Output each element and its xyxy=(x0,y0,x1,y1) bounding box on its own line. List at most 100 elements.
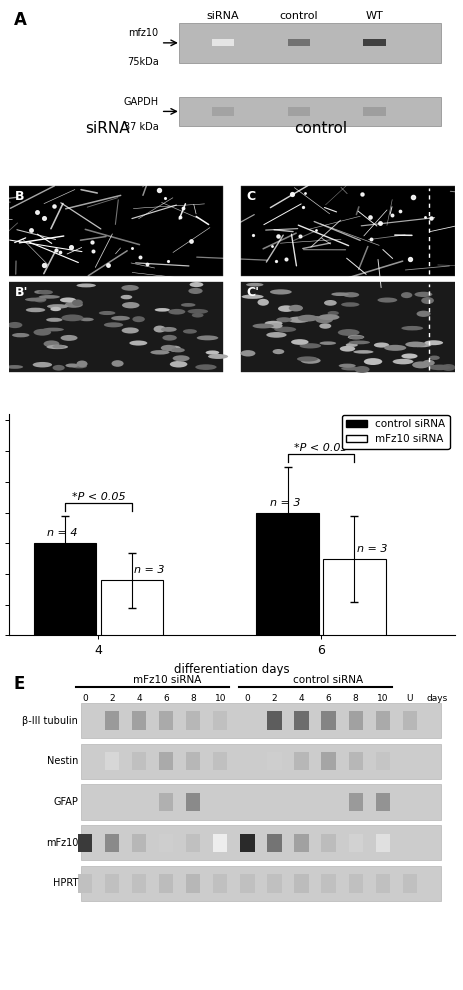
Ellipse shape xyxy=(207,354,228,359)
Ellipse shape xyxy=(296,356,317,361)
Bar xyxy=(105,752,119,770)
Text: 0: 0 xyxy=(82,694,88,703)
Ellipse shape xyxy=(272,349,284,354)
Ellipse shape xyxy=(26,308,45,312)
Text: 4: 4 xyxy=(298,694,304,703)
Text: HPRT: HPRT xyxy=(53,878,78,888)
Ellipse shape xyxy=(337,329,359,336)
Bar xyxy=(132,874,146,893)
Text: siRNA: siRNA xyxy=(85,122,129,137)
Ellipse shape xyxy=(275,317,291,323)
Ellipse shape xyxy=(188,288,202,294)
Ellipse shape xyxy=(187,309,208,314)
Ellipse shape xyxy=(290,340,308,345)
Bar xyxy=(159,793,173,811)
Ellipse shape xyxy=(32,362,52,367)
Ellipse shape xyxy=(354,366,369,373)
Bar xyxy=(81,703,440,739)
Ellipse shape xyxy=(400,292,412,298)
Bar xyxy=(267,834,281,852)
Bar xyxy=(321,712,335,730)
Ellipse shape xyxy=(241,294,263,299)
Ellipse shape xyxy=(257,299,269,306)
Text: n = 3: n = 3 xyxy=(356,544,387,553)
Ellipse shape xyxy=(377,298,396,303)
Bar xyxy=(9,186,223,276)
Ellipse shape xyxy=(205,350,219,354)
Bar xyxy=(186,874,200,893)
Text: GAPDH: GAPDH xyxy=(123,97,158,108)
Bar xyxy=(240,874,254,893)
Ellipse shape xyxy=(269,289,291,295)
Ellipse shape xyxy=(420,297,433,304)
Ellipse shape xyxy=(129,341,147,346)
Bar xyxy=(9,282,223,372)
Ellipse shape xyxy=(47,304,68,309)
Bar xyxy=(256,513,318,636)
X-axis label: differentiation days: differentiation days xyxy=(174,663,289,676)
Bar xyxy=(240,282,454,372)
Ellipse shape xyxy=(288,305,302,312)
Ellipse shape xyxy=(416,311,430,317)
Ellipse shape xyxy=(71,364,87,368)
Ellipse shape xyxy=(154,308,169,312)
Ellipse shape xyxy=(38,290,53,295)
Bar xyxy=(267,752,281,770)
Bar xyxy=(348,793,362,811)
Text: B: B xyxy=(15,190,24,203)
Bar xyxy=(105,712,119,730)
Text: 75kDa: 75kDa xyxy=(126,57,158,67)
Bar xyxy=(375,874,389,893)
Ellipse shape xyxy=(60,297,76,303)
Bar xyxy=(186,834,200,852)
Bar xyxy=(34,544,96,636)
Bar xyxy=(267,712,281,730)
Text: 8: 8 xyxy=(190,694,196,703)
Bar xyxy=(375,752,389,770)
Bar xyxy=(105,834,119,852)
Text: E: E xyxy=(14,675,25,693)
Text: 2: 2 xyxy=(271,694,277,703)
Text: 2: 2 xyxy=(109,694,115,703)
Text: GFAP: GFAP xyxy=(53,797,78,807)
Ellipse shape xyxy=(169,346,181,352)
Ellipse shape xyxy=(427,364,450,370)
Ellipse shape xyxy=(424,341,442,346)
Text: 37 kDa: 37 kDa xyxy=(124,122,158,132)
Ellipse shape xyxy=(252,324,273,329)
Bar xyxy=(402,874,416,893)
Bar xyxy=(240,282,454,372)
Bar xyxy=(132,712,146,730)
Ellipse shape xyxy=(338,363,355,368)
Ellipse shape xyxy=(25,298,46,302)
Ellipse shape xyxy=(46,345,68,349)
Bar xyxy=(321,752,335,770)
Ellipse shape xyxy=(38,295,60,299)
Ellipse shape xyxy=(352,350,373,353)
Bar xyxy=(323,558,385,636)
Bar xyxy=(213,752,227,770)
Ellipse shape xyxy=(172,355,189,361)
Ellipse shape xyxy=(319,323,331,329)
Ellipse shape xyxy=(340,302,359,307)
Ellipse shape xyxy=(331,292,348,296)
Bar xyxy=(159,874,173,893)
Text: A: A xyxy=(14,11,26,30)
Ellipse shape xyxy=(400,326,422,331)
Ellipse shape xyxy=(181,303,195,307)
Ellipse shape xyxy=(342,292,358,297)
Bar xyxy=(81,825,440,860)
Text: 6: 6 xyxy=(163,694,169,703)
Ellipse shape xyxy=(43,328,64,332)
Ellipse shape xyxy=(422,359,434,366)
Bar xyxy=(159,752,173,770)
Bar xyxy=(375,712,389,730)
Ellipse shape xyxy=(76,360,88,367)
Text: n = 3: n = 3 xyxy=(134,565,164,575)
Ellipse shape xyxy=(7,322,22,328)
Ellipse shape xyxy=(319,342,335,345)
Bar xyxy=(348,874,362,893)
Text: mfz10: mfz10 xyxy=(128,28,158,38)
Ellipse shape xyxy=(440,364,455,371)
Ellipse shape xyxy=(33,329,51,336)
